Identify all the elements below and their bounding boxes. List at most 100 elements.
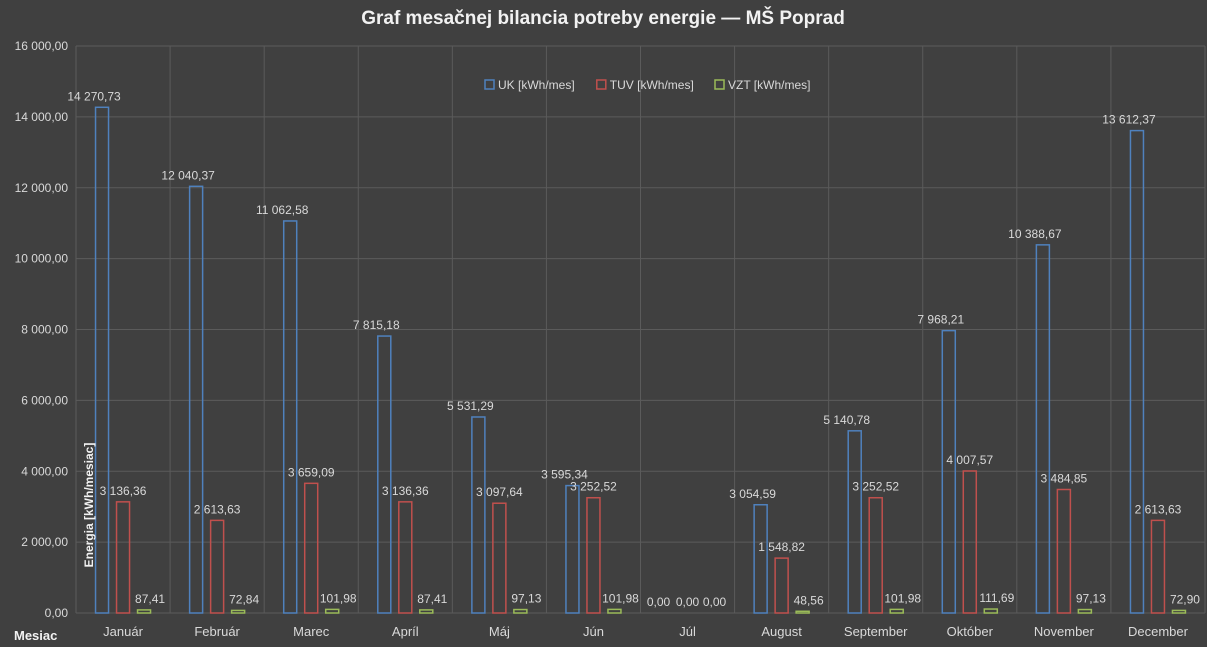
legend-swatch: [596, 79, 607, 90]
bar-value-label: 87,41: [417, 592, 447, 606]
y-tick-label: 8 000,00: [21, 323, 68, 337]
bar-value-label: 1 548,82: [758, 540, 805, 554]
bar: [419, 609, 434, 614]
bar: [847, 430, 862, 614]
bar: [889, 608, 904, 614]
bar: [398, 501, 413, 614]
x-tick-label: Január: [103, 624, 143, 639]
bar-labels: 14 270,73 12 040,37 11 062,58 7 815,18 5 531…: [67, 89, 1200, 609]
x-tick-label: September: [844, 624, 908, 639]
y-axis-title: Energia [kWh/mesiac]: [82, 443, 96, 568]
x-tick-label: Október: [947, 624, 994, 639]
bar-value-label: 87,41: [135, 592, 165, 606]
bar-value-label: 3 097,64: [476, 485, 523, 499]
y-tick-label: 10 000,00: [15, 252, 69, 266]
bar-value-label: 5 140,78: [823, 413, 870, 427]
x-tick-label: Február: [194, 624, 240, 639]
legend-label: UK [kWh/mes]: [498, 78, 575, 92]
bar-value-label: 3 136,36: [100, 484, 147, 498]
bar: [94, 106, 110, 614]
bar-value-label: 7 815,18: [353, 318, 400, 332]
bar-value-label: 13 612,37: [1102, 113, 1156, 127]
bar-value-label: 2 613,63: [194, 502, 241, 516]
bar-value-label: 72,90: [1170, 592, 1200, 606]
x-axis-title: Mesiac: [14, 628, 57, 643]
gridlines: [75, 45, 1206, 614]
bar-value-label: 101,98: [602, 591, 639, 605]
bar: [753, 504, 768, 614]
legend-swatch: [714, 79, 725, 90]
y-tick-label: 14 000,00: [15, 110, 69, 124]
bar-value-label: 14 270,73: [67, 89, 121, 103]
bar-value-label: 3 136,36: [382, 484, 429, 498]
bar: [303, 482, 319, 614]
bar-value-label: 0,00: [647, 595, 671, 609]
bar: [774, 557, 789, 614]
x-tick-label: Marec: [293, 624, 330, 639]
legend-label: VZT [kWh/mes]: [728, 78, 810, 92]
bar-value-label: 11 062,58: [256, 203, 309, 217]
x-axis-ticks: Január Február Marec Apríl Máj Jún Júl August Se…: [103, 624, 1188, 639]
bar: [230, 609, 246, 614]
legend-label: TUV [kWh/mes]: [610, 78, 694, 92]
bar: [492, 502, 507, 614]
bar: [1035, 244, 1051, 614]
y-tick-label: 0,00: [45, 606, 69, 620]
bar: [1056, 488, 1072, 614]
bar: [209, 519, 225, 614]
bar-value-label: 3 659,09: [288, 465, 335, 479]
x-tick-label: December: [1128, 624, 1189, 639]
bar-value-label: 101,98: [320, 591, 357, 605]
x-tick-label: Júl: [679, 624, 696, 639]
bar: [1150, 519, 1166, 614]
bar-value-label: 101,98: [884, 591, 921, 605]
bar: [136, 609, 152, 614]
bar: [868, 496, 883, 614]
bar-value-label: 4 007,57: [946, 453, 993, 467]
x-tick-label: Jún: [583, 624, 604, 639]
bar-value-label: 72,84: [229, 592, 259, 606]
bar-value-label: 2 613,63: [1135, 502, 1182, 516]
bars: [94, 106, 1187, 614]
legend: UK [kWh/mes] TUV [kWh/mes] VZT [kWh/mes]: [484, 78, 810, 92]
y-tick-label: 4 000,00: [21, 464, 68, 478]
bar: [377, 335, 392, 614]
x-tick-label: August: [761, 624, 802, 639]
x-tick-label: November: [1034, 624, 1095, 639]
bar: [962, 470, 978, 614]
bar-value-label: 3 054,59: [729, 487, 776, 501]
bar: [513, 608, 528, 614]
bar: [607, 608, 622, 614]
bar: [471, 416, 486, 614]
bar: [795, 610, 810, 614]
bar-value-label: 3 595,34: [541, 468, 588, 482]
bar-value-label: 0,00: [676, 595, 700, 609]
y-tick-label: 2 000,00: [21, 535, 68, 549]
x-tick-label: Apríl: [392, 624, 419, 639]
y-tick-label: 16 000,00: [15, 39, 69, 53]
bar: [282, 220, 298, 614]
bar: [1077, 608, 1093, 614]
bar: [324, 608, 340, 614]
bar-value-label: 3 252,52: [570, 480, 617, 494]
bar-value-label: 7 968,21: [917, 313, 964, 327]
bar: [586, 496, 601, 614]
chart-title: Graf mesačnej bilancia potreby energie —…: [361, 7, 845, 29]
bar-value-label: 48,56: [794, 593, 824, 607]
bar-value-label: 111,69: [979, 591, 1014, 605]
x-tick-label: Máj: [489, 624, 510, 639]
bar-value-label: 5 531,29: [447, 399, 494, 413]
y-axis-ticks: 0,00 2 000,00 4 000,00 6 000,00 8 000,00 10 0…: [15, 39, 69, 620]
bar: [983, 608, 999, 614]
bar: [941, 329, 957, 614]
bar-value-label: 97,13: [1076, 592, 1106, 606]
legend-swatch: [484, 79, 495, 90]
y-tick-label: 6 000,00: [21, 393, 68, 407]
bar-value-label: 12 040,37: [161, 168, 215, 182]
bar: [188, 185, 204, 614]
bar: [1129, 129, 1145, 614]
bar: [565, 484, 580, 614]
bar: [115, 501, 131, 614]
y-tick-label: 12 000,00: [15, 181, 69, 195]
